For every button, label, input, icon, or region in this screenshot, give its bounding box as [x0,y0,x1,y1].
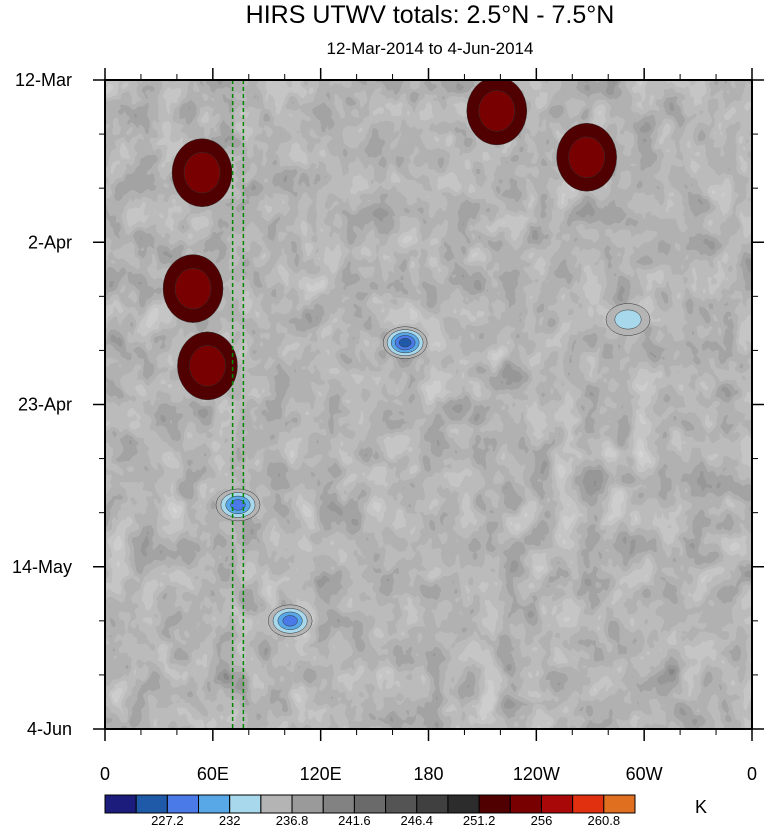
x-tick-label: 120E [300,764,342,784]
colorbar-swatch [353,794,387,814]
colorbar-swatch [603,794,636,814]
heatmap-plot [104,79,753,730]
y-axis: 12-Mar 2-Apr 23-Apr 14-May 4-Jun [12,70,764,739]
colorbar-swatch [229,794,262,814]
colorbar-swatch [416,794,449,814]
x-tick-label: 60W [626,764,663,784]
warm-contour [568,136,605,178]
colorbar-swatch [322,794,355,814]
colorbar-swatch [572,794,605,814]
colorbar-label: 246.4 [400,813,433,828]
y-tick-label: 23-Apr [18,395,72,415]
x-tick-label: 0 [747,764,757,784]
y-tick-label: 2-Apr [28,232,72,252]
heatmap-feature [177,331,238,401]
y-tick-label: 4-Jun [27,719,72,739]
colorbar-label: 236.8 [276,813,309,828]
x-tick-label: 180 [413,764,443,784]
feature-layer [162,80,651,638]
colorbar-swatch [198,794,231,814]
colorbar-label: 251.2 [463,813,496,828]
colorbar-label: 260.8 [588,813,621,828]
cold-contour [282,615,298,627]
y-tick-label: 14-May [12,557,72,577]
heatmap-feature [171,138,233,207]
heatmap-feature [382,326,428,359]
heatmap-feature [556,123,617,192]
chart-subtitle: 12-Mar-2014 to 4-Jun-2014 [326,39,534,58]
x-tick-label: 120W [513,764,560,784]
colorbar-swatch [385,794,418,814]
y-tick-label: 12-Mar [15,70,72,90]
cold-contour [230,499,246,511]
cold-contour [614,309,642,330]
colorbar-swatch [135,794,168,814]
colorbar-label: 241.6 [338,813,371,828]
heatmap-feature [605,303,651,336]
colorbar: 227.2 232 236.8 241.6 246.4 251.2 256 260.8 [104,794,636,828]
colorbar-swatch [509,794,542,814]
x-tick-label: 0 [100,764,110,784]
colorbar-swatch [166,794,200,814]
colorbar-swatch [291,794,324,814]
warm-contour [183,152,221,194]
colorbar-swatch [104,794,137,814]
colorbar-swatch [260,794,293,814]
colorbar-swatch [478,794,511,814]
warm-contour [478,90,516,132]
heatmap-feature [162,254,224,323]
colorbar-unit-label: K [695,797,707,817]
heatmap-feature [466,80,528,146]
colorbar-swatch [447,794,480,814]
colorbar-label: 232 [219,813,241,828]
heatmap-feature [215,488,261,522]
colorbar-label: 256 [531,813,553,828]
reference-line-layer [231,80,245,729]
warm-contour [174,267,212,310]
chart-title: HIRS UTWV totals: 2.5°N - 7.5°N [245,1,615,29]
colorbar-swatch [540,794,574,814]
x-tick-label: 60E [197,764,229,784]
colorbar-label: 227.2 [151,813,184,828]
cold-contour [398,338,412,348]
heatmap-feature [267,604,313,638]
x-axis: 0 60E 120E 180 120W 60W 0 [100,68,757,784]
warm-contour [189,345,226,387]
